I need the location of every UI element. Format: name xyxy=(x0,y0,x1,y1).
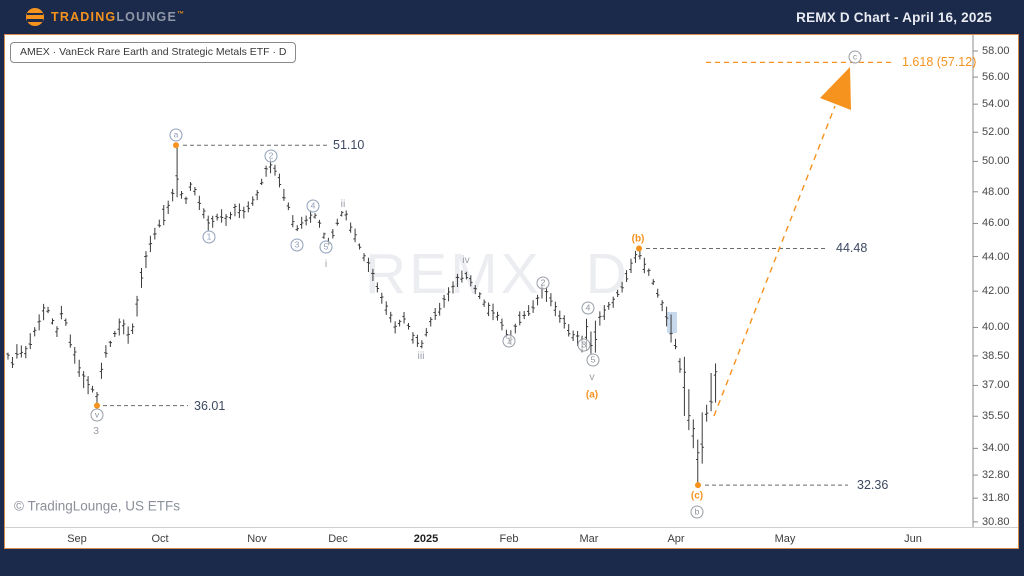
ohlc-bars xyxy=(6,145,718,486)
chart-title: REMX D Chart - April 16, 2025 xyxy=(796,9,992,25)
projection-arrow-line xyxy=(713,105,836,417)
chart-container: REMX D 58.00 56.00 54.00 52.00 50.00 48.00 46.… xyxy=(4,34,1019,549)
tradinglounge-logo-text: TradingLounge™ xyxy=(51,10,186,24)
symbol-watermark: REMX D xyxy=(365,241,630,307)
pivot-dot xyxy=(636,245,642,252)
watermark-interval: D xyxy=(585,242,630,306)
tradinglounge-logo-icon xyxy=(26,8,44,26)
highlighted-bar-band xyxy=(667,312,677,333)
pivot-dot xyxy=(173,142,179,149)
time-axis-strip[interactable] xyxy=(5,527,1018,548)
header-bar: TradingLounge™ REMX D Chart - April 16, … xyxy=(0,0,1024,34)
price-chart-canvas[interactable] xyxy=(5,35,1018,548)
watermark-symbol: REMX xyxy=(365,242,542,306)
pivot-dot xyxy=(695,482,701,489)
pivot-dot xyxy=(94,402,100,409)
projection-arrowhead xyxy=(820,67,851,110)
copyright-text: © TradingLounge, US ETFs xyxy=(14,498,181,514)
symbol-description-box[interactable]: AMEX · VanEck Rare Earth and Strategic M… xyxy=(10,42,297,63)
tradinglounge-logo[interactable]: TradingLounge™ xyxy=(26,8,185,26)
